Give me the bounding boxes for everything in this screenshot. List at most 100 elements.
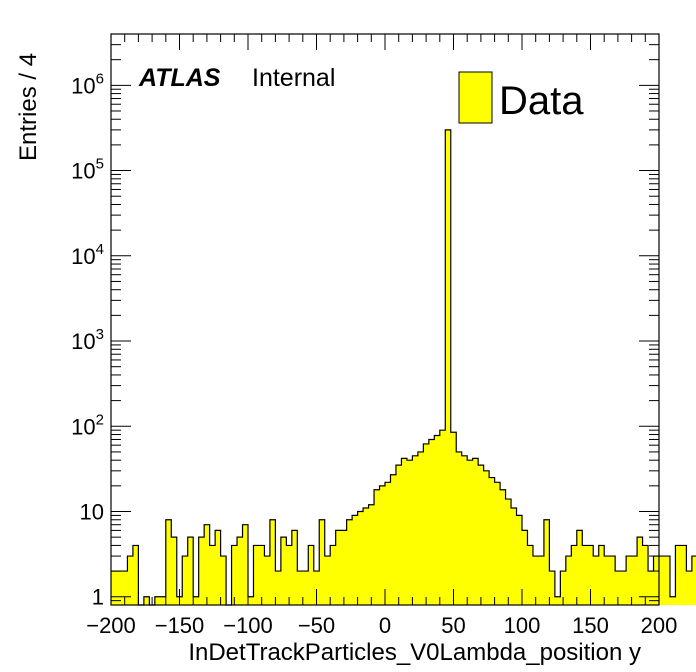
histogram-bin [522,530,528,605]
histogram-bin [598,545,605,605]
histogram-bin [653,556,660,605]
histogram-bin [609,556,616,605]
histogram-bin [171,537,178,605]
histogram-bin [330,545,336,605]
histogram-bin [478,465,484,605]
histogram-bin [626,556,632,605]
histogram-bin [258,545,265,605]
histogram-bin [428,439,435,605]
histogram-bin [456,451,463,605]
histogram-bin [291,530,298,605]
legend-label: Data [499,79,584,123]
histogram-bin [675,545,682,605]
histogram-bin [324,556,331,605]
histogram-bin [352,515,358,605]
histogram-bin [204,524,210,605]
histogram-bin [560,571,567,605]
histogram-bin [165,519,172,605]
histogram-bin [505,499,512,605]
histogram-bin [220,556,227,605]
histogram-bin [593,556,600,605]
histogram-bin [209,545,216,605]
histogram-bin [576,530,583,605]
y-tick-label: 102 [71,411,104,439]
y-tick-label: 105 [71,156,104,184]
histogram-bin [121,571,128,605]
histogram-bin [143,596,150,605]
histogram-bin [527,545,534,605]
histogram-bin [116,571,123,605]
histogram-bin [160,596,167,605]
histogram-bin [511,507,517,605]
histogram-bin [215,530,221,605]
y-tick-label: 106 [71,70,104,98]
histogram-bin [631,556,638,605]
histogram-bin [450,432,457,605]
histogram-bin [390,474,397,605]
histogram-bin [368,504,375,605]
histogram-bin [357,511,364,605]
histogram-bin [346,519,353,605]
histogram-bin [565,556,572,605]
x-tick-label: −100 [223,613,273,638]
histogram-bin [198,537,205,605]
histogram-bin [269,519,276,605]
histogram-bin [516,515,523,605]
histogram-bin [500,489,506,605]
histogram-bin [132,545,139,605]
histogram-bin [286,545,293,605]
histogram-bin [582,545,589,605]
histogram-bin [472,458,479,605]
x-tick-label: −200 [86,613,136,638]
histogram-bin [423,443,430,605]
histogram-bin [489,477,495,605]
x-tick-label: 50 [441,613,465,638]
x-tick-label: −150 [155,613,205,638]
histogram-bin [494,482,501,605]
histogram-bin [461,455,468,605]
histogram-series [111,129,696,606]
histogram-bin [417,451,424,605]
histogram-bin [275,571,282,605]
histogram-bin [445,129,452,605]
histogram-bin [248,596,254,605]
x-tick-label: 200 [641,613,678,638]
histogram-bin [297,571,304,605]
histogram-bin [615,571,621,605]
histogram-bin [538,556,545,605]
histogram-bin [319,519,326,605]
x-tick-label: −50 [298,613,335,638]
histogram-bin [335,530,342,605]
histogram-bin [154,596,161,605]
histogram-bin [642,545,649,605]
histogram-bin [620,571,627,605]
histogram-bin [308,545,315,605]
histogram-bin [264,556,271,605]
histogram-bin [193,596,199,605]
histogram-bin [637,537,643,605]
x-tick-label: 0 [379,613,391,638]
x-tick-label: 150 [572,613,609,638]
histogram-bin [401,458,408,605]
histogram-bin [467,460,473,605]
histogram-bin [182,556,189,605]
histogram-bin [341,530,347,605]
histogram-bin [659,556,665,605]
y-tick-label: 103 [71,326,104,354]
histogram-bin [363,507,369,605]
histogram-bin [434,435,441,605]
histogram-bin [669,596,676,605]
histogram-bin [543,519,550,605]
histogram-bin [374,489,380,605]
histogram-bin [237,537,243,605]
histogram-bin [691,556,696,605]
histogram-bin [604,556,610,605]
histogram-bin [439,430,446,605]
y-tick-label: 10 [80,500,104,525]
histogram-bin [554,596,561,605]
histogram-bin [680,545,687,605]
histogram-bin [187,537,194,605]
histogram-bin [385,482,391,605]
histogram-bin [648,571,654,605]
histogram-bin [313,571,320,605]
